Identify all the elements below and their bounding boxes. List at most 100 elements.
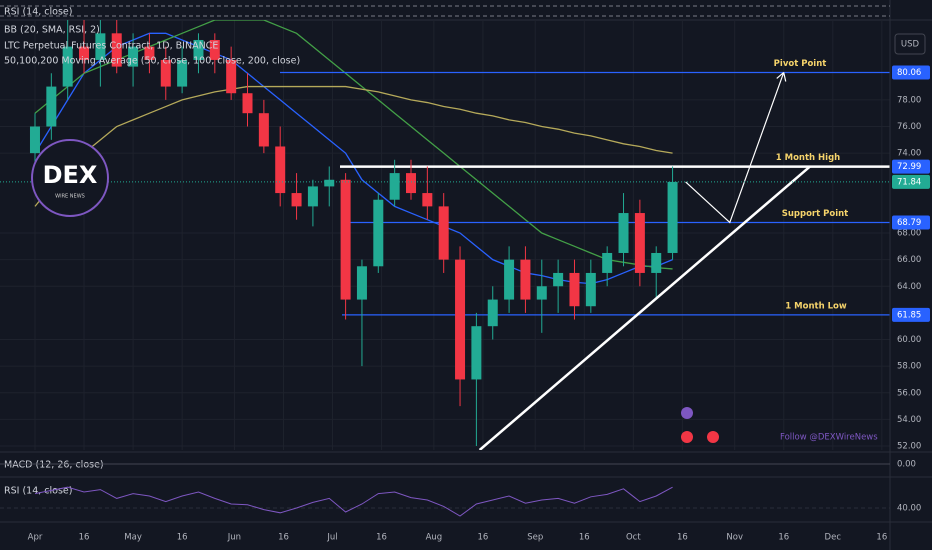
y-tick-label: 76.00 [897,122,921,132]
candle-body [356,266,367,300]
x-tick-label: Oct [626,533,641,543]
price-tag-label: 68.79 [897,218,921,228]
candle-body [160,59,171,87]
x-tick-label: 16 [376,533,387,543]
x-tick-label: May [124,533,142,543]
candle-body [79,46,90,60]
candle-body [209,39,220,60]
price-tag [892,307,930,322]
x-tick-label: 16 [79,533,90,543]
candle-body [618,213,629,253]
candle-body [471,326,482,380]
rsi-tick-label: 40.00 [897,504,921,514]
candle-body [651,252,662,273]
arrow-head [776,72,787,82]
candle-body [324,179,335,187]
level-annotation: Pivot Point [774,59,827,69]
moving-average [34,20,673,270]
x-tick-label: Jul [326,533,337,543]
x-tick-label: 16 [579,533,590,543]
x-tick-label: Jun [227,533,241,543]
candle-body [193,39,204,60]
currency-button[interactable] [894,33,926,55]
price-tag-label: 61.85 [897,310,921,320]
x-tick-label: Nov [726,533,743,543]
candle-body [553,272,564,287]
y-tick-label: 58.00 [897,362,921,372]
chart-title: LTC Perpetual Futures Contract, 1D, BINA… [4,41,218,52]
level-annotation: Support Point [782,209,849,219]
price-tag [892,215,930,230]
x-tick-label: 16 [778,533,789,543]
x-tick-label: Aug [426,533,443,543]
x-tick-label: Apr [28,533,43,543]
candle-body [144,46,155,60]
price-tag-label: 80.06 [897,68,921,78]
y-tick-label: 64.00 [897,282,921,292]
candle-body [634,213,645,273]
event-icon[interactable] [681,431,693,443]
last-price-label: 71.84 [897,177,921,187]
candle-body [226,59,237,94]
candle-body [455,259,466,380]
currency: USD [901,40,920,50]
indicator-label: 50,100,200 Moving Average (50, close, 10… [4,56,300,67]
rsi-line [34,486,673,517]
candle-body [405,173,416,194]
x-tick-label: 16 [278,533,289,543]
y-tick-label: 78.00 [897,95,921,105]
x-tick-label: Dec [825,533,842,543]
candle-body [29,126,40,154]
y-tick-label: 54.00 [897,415,921,425]
candle-body [275,146,286,194]
candle-body [422,193,433,207]
watermark: Follow @DEXWireNews [780,433,878,443]
event-icon[interactable] [707,431,719,443]
logo-tagline: WIRE NEWS [55,194,85,200]
candle-body [128,46,139,67]
logo: DEX WIRE NEWS [31,139,109,217]
macd-tick-label: 0.00 [897,460,916,470]
macd-label: MACD (12, 26, close) [4,460,104,471]
moving-average [34,85,673,207]
price-tag [892,174,930,189]
x-tick-label: Sep [527,533,543,543]
projection-path [685,72,785,224]
price-tag [892,65,930,80]
candle-body [667,181,678,253]
x-tick-label: 16 [876,533,887,543]
y-tick-label: 56.00 [897,388,921,398]
candle-body [487,299,498,327]
candle-body [389,173,400,200]
top-pane-sublabel: BB (20, SMA, RSI, 2) [4,25,100,36]
candle-body [602,252,613,273]
candle-body [258,113,269,147]
top-pane-label: RSI (14, close) [4,7,72,18]
x-tick-label: 16 [177,533,188,543]
candle-body [307,186,318,207]
logo-ring [31,139,109,217]
main-pane [0,20,890,450]
candle-body [520,259,531,300]
candle-body [177,59,188,87]
y-tick-label: 60.00 [897,335,921,345]
logo-name: DEX [43,161,98,189]
y-tick-label: 74.00 [897,149,921,159]
candle-body [504,259,515,300]
candle-body [95,33,106,60]
x-tick-label: 16 [677,533,688,543]
y-tick-label: 52.00 [897,442,921,452]
level-annotation: 1 Month High [776,153,840,163]
y-tick-label: 66.00 [897,255,921,265]
event-icon[interactable] [681,407,693,419]
candle-body [373,199,384,267]
trendline [478,165,811,450]
x-tick-label: 16 [478,533,489,543]
y-tick-label: 68.00 [897,229,921,239]
price-tag [892,159,930,174]
candle-body [111,33,122,67]
candle-body [585,272,596,307]
candle-body [438,206,449,260]
